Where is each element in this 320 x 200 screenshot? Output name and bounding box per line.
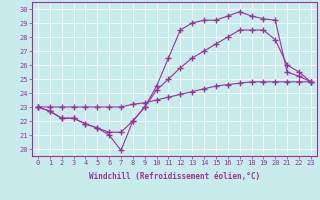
X-axis label: Windchill (Refroidissement éolien,°C): Windchill (Refroidissement éolien,°C): [89, 172, 260, 181]
